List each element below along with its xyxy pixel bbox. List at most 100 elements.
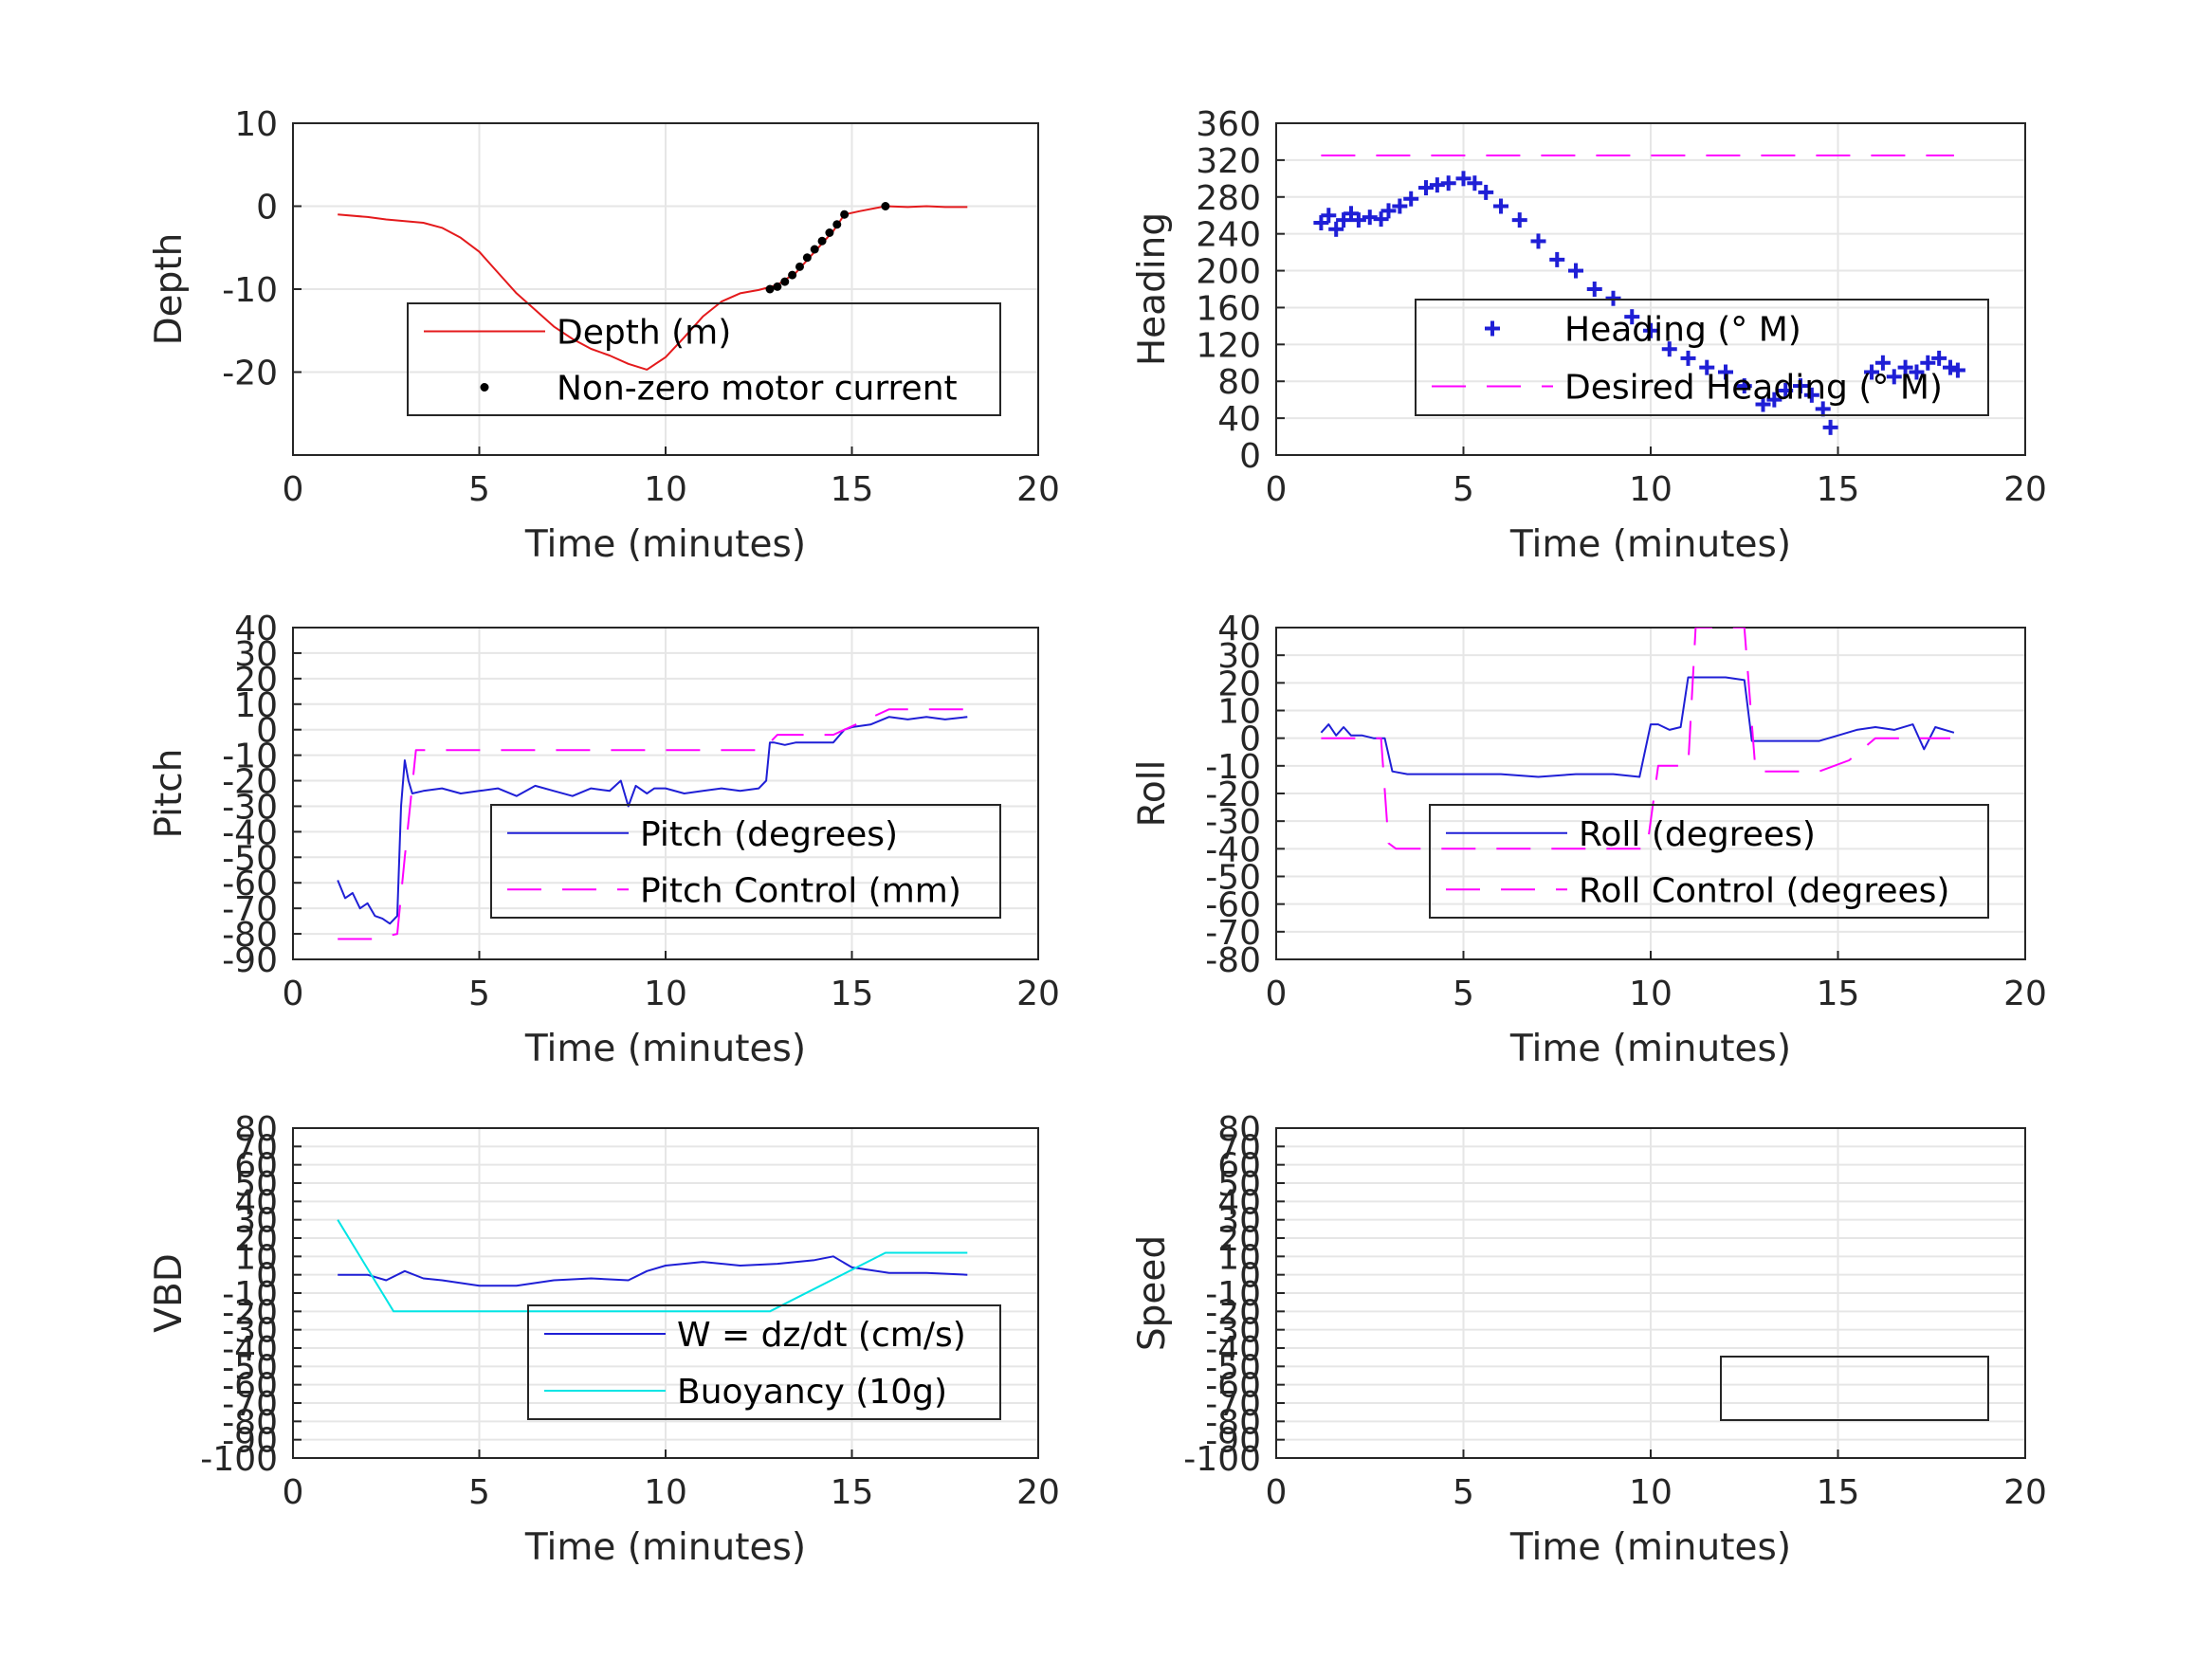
series-group bbox=[337, 1219, 968, 1313]
legend-swatch bbox=[480, 383, 489, 392]
data-point bbox=[881, 202, 890, 210]
data-point bbox=[1897, 359, 1913, 375]
x-tick-label: 20 bbox=[2003, 470, 2047, 509]
y-tick-label: 80 bbox=[1217, 1110, 1261, 1149]
y-tick-label: -10 bbox=[1205, 1275, 1261, 1314]
data-point bbox=[1822, 419, 1838, 435]
y-tick-label: 50 bbox=[234, 1165, 278, 1204]
legend-label: Pitch Control (mm) bbox=[640, 871, 961, 910]
data-point bbox=[1568, 263, 1583, 279]
axes-frame bbox=[1275, 627, 2026, 960]
chart-panel-3: 0 5 10 15 20403020100-10-20-30-40-50-60-70-8… bbox=[148, 610, 1060, 1070]
y-tick-label: 200 bbox=[1196, 253, 1261, 292]
y-tick-label: 0 bbox=[256, 1257, 278, 1296]
y-tick-label: -70 bbox=[1205, 914, 1261, 953]
data-point bbox=[810, 245, 819, 254]
data-point bbox=[1380, 203, 1397, 219]
y-tick-label: -30 bbox=[1205, 1312, 1261, 1351]
y-tick-label: 240 bbox=[1196, 216, 1261, 255]
data-point bbox=[1373, 211, 1389, 228]
data-point bbox=[1624, 309, 1640, 325]
legend-item: Pitch (degrees) bbox=[507, 815, 898, 854]
data-point bbox=[1440, 175, 1456, 191]
y-tick-label: -50 bbox=[1205, 859, 1261, 898]
y-tick-label: -40 bbox=[222, 813, 278, 852]
y-tick-label: 160 bbox=[1196, 289, 1261, 328]
x-tick-label: 0 bbox=[283, 470, 304, 509]
legend: Pitch (degrees) Pitch Control (mm) bbox=[490, 804, 1001, 919]
legend-box bbox=[1720, 1356, 1989, 1421]
data-point bbox=[1778, 382, 1794, 398]
data-point bbox=[773, 282, 782, 291]
axes-frame bbox=[292, 122, 1039, 456]
x-axis-label: Time (minutes) bbox=[524, 1028, 806, 1070]
y-tick-label: 0 bbox=[1239, 1257, 1261, 1296]
x-tick-label: 20 bbox=[2003, 1473, 2047, 1512]
series-non-zero-motor-current bbox=[765, 202, 890, 294]
x-tick-label: 0 bbox=[1266, 1473, 1288, 1512]
y-tick-label: 60 bbox=[234, 1147, 278, 1186]
y-tick-label: -20 bbox=[222, 1293, 278, 1332]
y-tick-label: 70 bbox=[1217, 1128, 1261, 1167]
data-point bbox=[1886, 369, 1902, 385]
series-group bbox=[1313, 155, 1965, 435]
y-tick-label: 40 bbox=[1217, 400, 1261, 439]
data-point bbox=[1467, 175, 1483, 191]
x-tick-label: 10 bbox=[644, 1473, 687, 1512]
data-point bbox=[1699, 359, 1715, 375]
legend-swatch bbox=[1485, 320, 1500, 337]
data-point bbox=[1874, 355, 1891, 371]
x-tick-label: 10 bbox=[1629, 975, 1673, 1013]
x-tick-label: 10 bbox=[1629, 470, 1673, 509]
x-ticks: 0 5 10 15 20 bbox=[283, 123, 1060, 509]
legend-item: Roll (degrees) bbox=[1446, 815, 1816, 854]
y-tick-label: -80 bbox=[1205, 1403, 1261, 1442]
chart-panel-4: 0 5 10 15 20403020100-10-20-30-40-50-60-70-8… bbox=[1131, 610, 2047, 1070]
legend-box bbox=[527, 1304, 1001, 1420]
x-tick-label: 15 bbox=[831, 470, 874, 509]
x-tick-label: 15 bbox=[1817, 470, 1860, 509]
data-point bbox=[817, 236, 827, 246]
y-tick-label: -70 bbox=[222, 890, 278, 929]
y-tick-label: 40 bbox=[1217, 610, 1261, 648]
y-tick-label: -90 bbox=[222, 1422, 278, 1461]
x-tick-label: 15 bbox=[831, 975, 874, 1013]
axes-frame bbox=[1275, 122, 2026, 456]
y-tick-label: 0 bbox=[1239, 720, 1261, 759]
y-tick-label: -20 bbox=[1205, 775, 1261, 814]
data-point bbox=[832, 220, 842, 229]
y-tick-label: -100 bbox=[1183, 1440, 1261, 1479]
y-tick-label: -90 bbox=[222, 941, 278, 980]
data-point bbox=[1586, 282, 1602, 297]
data-point bbox=[1864, 364, 1880, 380]
y-tick-label: -10 bbox=[222, 271, 278, 310]
data-point bbox=[1493, 198, 1508, 214]
y-tick-label: -30 bbox=[1205, 803, 1261, 842]
y-tick-label: 30 bbox=[1217, 637, 1261, 676]
y-ticks: 10 0 -10 -20 bbox=[222, 105, 1038, 393]
x-tick-label: 5 bbox=[1453, 470, 1474, 509]
x-tick-label: 5 bbox=[468, 1473, 490, 1512]
x-axis-label: Time (minutes) bbox=[1509, 1526, 1791, 1569]
chart-panel-1: 0 5 10 15 20 10 0 -10 -20 Time (minutes) Depth Dept… bbox=[148, 105, 1060, 566]
y-tick-label: -20 bbox=[222, 763, 278, 802]
series-heading-m bbox=[1313, 171, 1965, 435]
legend-box bbox=[1415, 299, 1989, 416]
legend-item: Buoyancy (10g) bbox=[544, 1373, 947, 1412]
y-tick-label: 0 bbox=[256, 712, 278, 751]
x-tick-label: 10 bbox=[644, 470, 687, 509]
y-tick-label: -50 bbox=[222, 839, 278, 878]
y-tick-label: -80 bbox=[222, 916, 278, 955]
y-tick-label: 360 bbox=[1196, 105, 1261, 144]
data-point bbox=[1350, 212, 1366, 228]
series-pitch-degrees-line bbox=[337, 716, 968, 925]
y-axis-label: VBD bbox=[148, 1253, 191, 1332]
y-tick-label: -100 bbox=[200, 1440, 278, 1479]
data-point bbox=[1321, 208, 1337, 224]
legend-label: Buoyancy (10g) bbox=[677, 1373, 947, 1412]
x-tick-label: 0 bbox=[1266, 470, 1288, 509]
series-group bbox=[338, 202, 968, 371]
